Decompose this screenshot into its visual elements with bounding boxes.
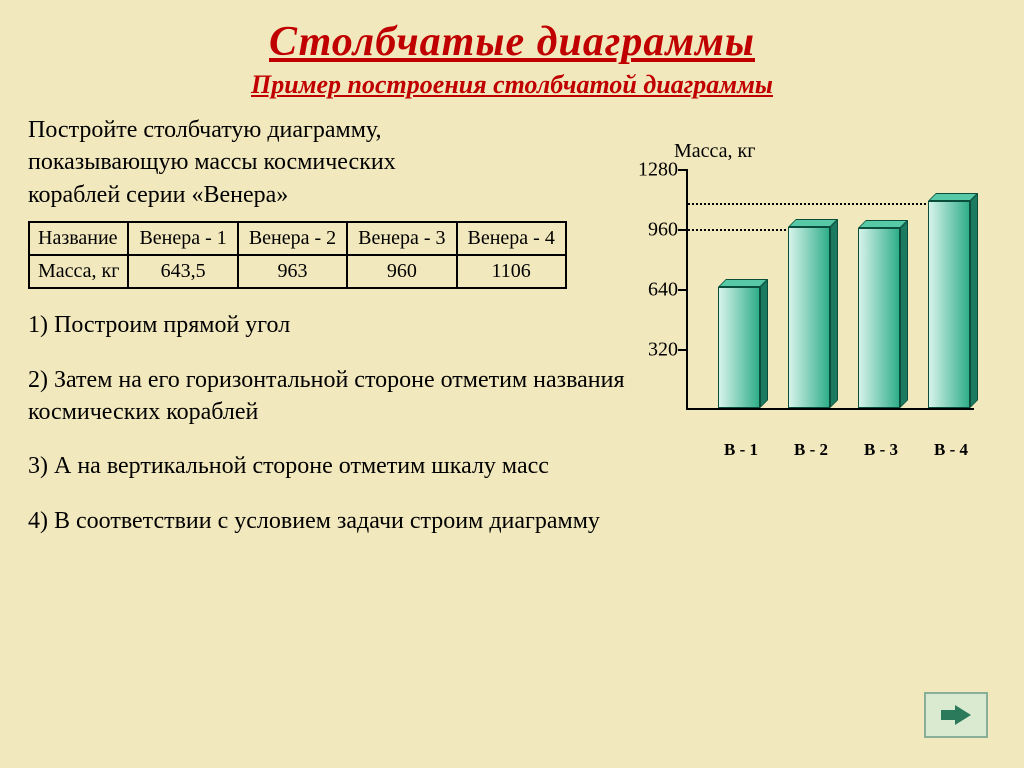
bar-chart: Масса, кг 3206409601280 В - 1 В - 2 В - 3 В… <box>634 140 994 480</box>
chart-bar <box>718 287 760 408</box>
page-title: Столбчатые диаграммы <box>28 18 996 66</box>
table-cell: Венера - 3 <box>347 222 456 255</box>
chart-plot-area: 3206409601280 <box>686 170 974 410</box>
table-row: Масса, кг 643,5 963 960 1106 <box>29 255 566 288</box>
chart-xlabel: В - 3 <box>864 440 898 460</box>
chart-ylabel: Масса, кг <box>674 140 755 163</box>
table-cell: Венера - 4 <box>457 222 566 255</box>
chart-ytick <box>678 289 688 291</box>
intro-line: кораблей серии «Венера» <box>28 179 548 211</box>
chart-ytick <box>678 229 688 231</box>
arrow-right-icon <box>939 703 973 727</box>
chart-ytick <box>678 169 688 171</box>
table-cell: 960 <box>347 255 456 288</box>
chart-ytick-label: 640 <box>622 279 678 302</box>
chart-xlabel: В - 1 <box>724 440 758 460</box>
table-cell: 643,5 <box>128 255 237 288</box>
page-subtitle: Пример построения столбчатой диаграммы <box>28 70 996 100</box>
step-item: 4) В соответствии с условием задачи стро… <box>28 505 928 537</box>
intro-text: Постройте столбчатую диаграмму, показыва… <box>28 114 548 211</box>
slide: Столбчатые диаграммы Пример построения с… <box>0 0 1024 768</box>
table-cell: 963 <box>238 255 347 288</box>
table-cell: Венера - 2 <box>238 222 347 255</box>
table-row: Название Венера - 1 Венера - 2 Венера - … <box>29 222 566 255</box>
chart-bar <box>788 227 830 408</box>
intro-line: показывающую массы космических <box>28 146 548 178</box>
table-cell: 1106 <box>457 255 566 288</box>
next-button[interactable] <box>924 692 988 738</box>
intro-line: Постройте столбчатую диаграмму, <box>28 114 548 146</box>
chart-bar <box>858 228 900 408</box>
table-cell: Венера - 1 <box>128 222 237 255</box>
chart-bar <box>928 201 970 408</box>
chart-xlabel: В - 4 <box>934 440 968 460</box>
chart-ytick-label: 320 <box>622 339 678 362</box>
step-item: 2) Затем на его горизонтальной стороне о… <box>28 364 648 429</box>
table-rowhead: Название <box>29 222 128 255</box>
table-rowhead: Масса, кг <box>29 255 128 288</box>
step-item: 1) Построим прямой угол <box>28 309 648 341</box>
chart-xlabel: В - 2 <box>794 440 828 460</box>
chart-ytick-label: 1280 <box>622 159 678 182</box>
data-table: Название Венера - 1 Венера - 2 Венера - … <box>28 221 567 289</box>
chart-ytick <box>678 349 688 351</box>
chart-ytick-label: 960 <box>622 219 678 242</box>
